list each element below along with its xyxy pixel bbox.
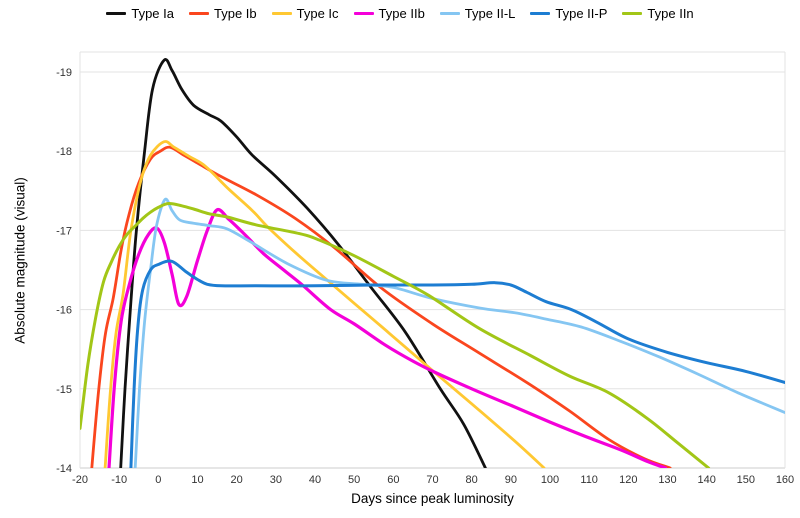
y-tick-label: -17	[56, 225, 72, 237]
x-tick-label: 90	[505, 474, 517, 486]
legend-label: Type II-L	[464, 6, 516, 21]
legend-item-type-ii-p: Type II-P	[530, 6, 607, 21]
y-tick-label: -18	[56, 146, 72, 158]
x-tick-label: 70	[426, 474, 438, 486]
legend-swatch	[439, 12, 460, 15]
legend-item-type-ic: Type Ic	[271, 6, 339, 21]
x-tick-label: 160	[776, 474, 794, 486]
x-tick-label: 40	[309, 474, 321, 486]
x-tick-label: 30	[270, 474, 282, 486]
series-path-type-ii-p	[129, 259, 785, 468]
series-path-type-iin	[80, 201, 711, 468]
x-tick-label: 100	[541, 474, 559, 486]
x-tick-label: 140	[697, 474, 715, 486]
series-path-type-ii-l	[133, 197, 785, 468]
legend-item-type-ia: Type Ia	[106, 6, 174, 21]
x-tick-label: 120	[619, 474, 637, 486]
x-tick-label: 80	[466, 474, 478, 486]
y-tick-label: -19	[56, 67, 72, 79]
series-path-type-ic	[103, 140, 546, 468]
x-tick-label: 130	[658, 474, 676, 486]
x-tick-label: 50	[348, 474, 360, 486]
y-tick-label: -14	[56, 463, 72, 475]
y-tick-label: -16	[56, 305, 72, 317]
x-tick-label: 10	[191, 474, 203, 486]
x-tick-label: 60	[387, 474, 399, 486]
legend-item-type-iib: Type IIb	[353, 6, 425, 21]
legend-item-type-ib: Type Ib	[188, 6, 257, 21]
legend-swatch	[271, 12, 292, 15]
legend-swatch	[530, 12, 551, 15]
series-path-type-iib	[107, 207, 668, 468]
legend-swatch	[188, 12, 209, 15]
series-path-type-ib	[90, 145, 672, 468]
series-group	[80, 58, 785, 468]
legend-label: Type Ic	[296, 6, 339, 21]
x-tick-label: 20	[231, 474, 243, 486]
legend-label: Type Ia	[131, 6, 174, 21]
legend-label: Type IIn	[647, 6, 694, 21]
legend-label: Type IIb	[378, 6, 425, 21]
legend-swatch	[353, 12, 374, 15]
legend-item-type-ii-l: Type II-L	[439, 6, 516, 21]
legend-swatch	[622, 12, 643, 15]
x-tick-label: 0	[155, 474, 161, 486]
x-axis-title: Days since peak luminosity	[351, 491, 514, 506]
legend-label: Type II-P	[555, 6, 608, 21]
chart-legend: Type Ia Type Ib Type Ic Type IIb Type II-L Ty…	[0, 6, 800, 21]
y-tick-label: -15	[56, 384, 72, 396]
x-tick-label: -10	[111, 474, 127, 486]
legend-item-type-iin: Type IIn	[622, 6, 694, 21]
legend-swatch	[106, 12, 127, 15]
x-tick-label: 150	[737, 474, 755, 486]
legend-label: Type Ib	[213, 6, 257, 21]
x-tick-label: -20	[72, 474, 88, 486]
x-tick-label: 110	[580, 474, 598, 486]
